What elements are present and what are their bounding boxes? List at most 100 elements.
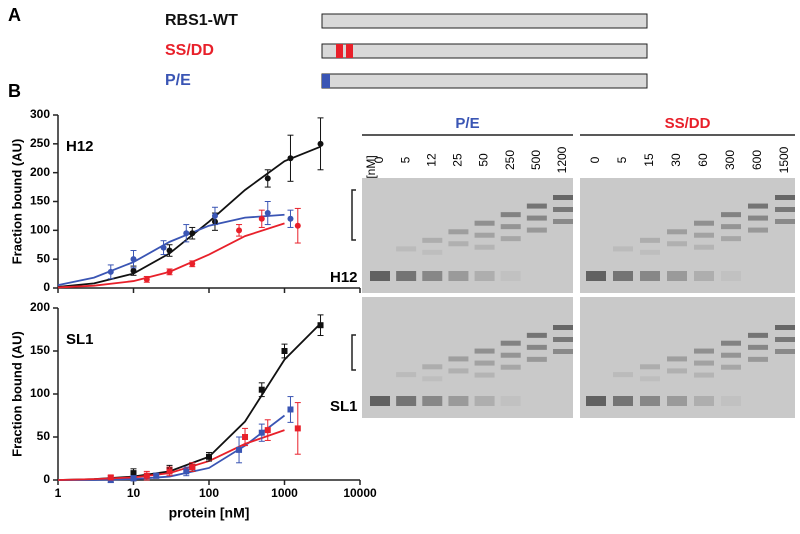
lane-label: 25 [451, 153, 465, 167]
chart-title: SL1 [66, 331, 94, 348]
gel-band [553, 207, 573, 212]
gel-band [474, 244, 495, 250]
x-axis-label: protein [nM] [169, 505, 250, 521]
gel-band [748, 356, 768, 362]
gel-band [640, 376, 660, 382]
lane-label: 50 [477, 153, 491, 167]
data-point [107, 474, 114, 481]
gel-band [667, 241, 687, 247]
mutation-mark [322, 74, 330, 88]
lane-label: 0 [588, 156, 602, 163]
y-axis-label: Fraction bound (AU) [9, 139, 24, 265]
gel-band [500, 396, 521, 406]
data-point [317, 140, 324, 147]
gel-band [370, 271, 390, 281]
gel-band [694, 348, 714, 354]
y-tick-label: 50 [37, 429, 51, 443]
lane-label: 0 [372, 156, 386, 163]
gel-band [448, 396, 469, 406]
gel-band [422, 396, 443, 406]
data-point [183, 230, 190, 237]
data-point [242, 434, 249, 440]
x-tick-label: 10 [127, 486, 141, 500]
y-tick-label: 200 [30, 165, 50, 179]
data-point [189, 230, 196, 237]
fit-curve [57, 213, 285, 286]
data-point [287, 406, 294, 413]
y-tick-label: 150 [30, 194, 50, 208]
gel-band [526, 344, 547, 350]
gel-band [775, 219, 795, 224]
gel-band [694, 244, 714, 250]
gel-band [667, 396, 687, 406]
gel-band [640, 249, 660, 255]
gel-band [396, 271, 417, 281]
gel-band [500, 236, 521, 242]
mutation-mark [346, 44, 353, 58]
lane-label: 1500 [777, 146, 791, 173]
y-tick-label: 100 [30, 223, 50, 237]
lane-label: 5 [615, 156, 629, 163]
gel-band [474, 372, 495, 378]
gel-band [667, 271, 687, 281]
data-point [206, 453, 212, 460]
gel-band [721, 236, 741, 242]
gel-band [694, 396, 714, 406]
data-point [153, 472, 160, 479]
gel-band [721, 224, 741, 230]
gel-band [667, 356, 687, 362]
gel-band [694, 372, 714, 378]
gel-band [640, 396, 660, 406]
construct-bar [321, 73, 648, 89]
construct-bar [321, 43, 648, 59]
lane-label: 60 [696, 153, 710, 167]
y-tick-label: 0 [43, 280, 50, 294]
data-point [107, 268, 114, 275]
gel-band [396, 246, 417, 252]
gel-title: SS/DD [665, 115, 711, 132]
x-tick-label: 10000 [343, 486, 377, 500]
construct-label: SS/DD [165, 42, 214, 59]
gel-band [474, 220, 495, 226]
mutation-mark [336, 44, 343, 58]
gel-band [613, 246, 633, 252]
gel-band [422, 249, 443, 255]
complex-bracket [351, 189, 356, 241]
y-tick-label: 0 [43, 472, 50, 486]
y-tick-label: 50 [37, 251, 51, 265]
gel-band [775, 349, 795, 354]
lane-label: 30 [669, 153, 683, 167]
gel-band [775, 325, 795, 330]
gel-band [694, 360, 714, 366]
data-point [236, 227, 243, 234]
gel-band [694, 232, 714, 238]
data-point [166, 247, 173, 254]
gel-band [500, 224, 521, 230]
gel-band [613, 396, 633, 406]
data-point [183, 468, 190, 475]
gel-unit: [nM] [364, 155, 378, 178]
data-point [166, 268, 173, 275]
data-point [294, 222, 301, 229]
lane-label: 600 [750, 150, 764, 170]
gel-band [721, 364, 741, 370]
gel-band [775, 195, 795, 200]
fit-curve [57, 145, 321, 288]
data-point [264, 427, 271, 434]
gel-band [640, 237, 660, 243]
gel-band [748, 332, 768, 338]
data-point [130, 267, 137, 274]
data-point [189, 260, 196, 267]
construct-label: P/E [165, 72, 191, 89]
gel-band [422, 237, 443, 243]
gel-band [667, 368, 687, 374]
gel-band [694, 220, 714, 226]
gel-row-label: SL1 [330, 398, 358, 415]
gel-band [448, 229, 469, 235]
lane-label: 500 [529, 150, 543, 170]
data-point [287, 215, 294, 222]
gel-band [422, 364, 443, 370]
lane-label: 250 [503, 150, 517, 170]
complex-bracket [351, 334, 356, 371]
